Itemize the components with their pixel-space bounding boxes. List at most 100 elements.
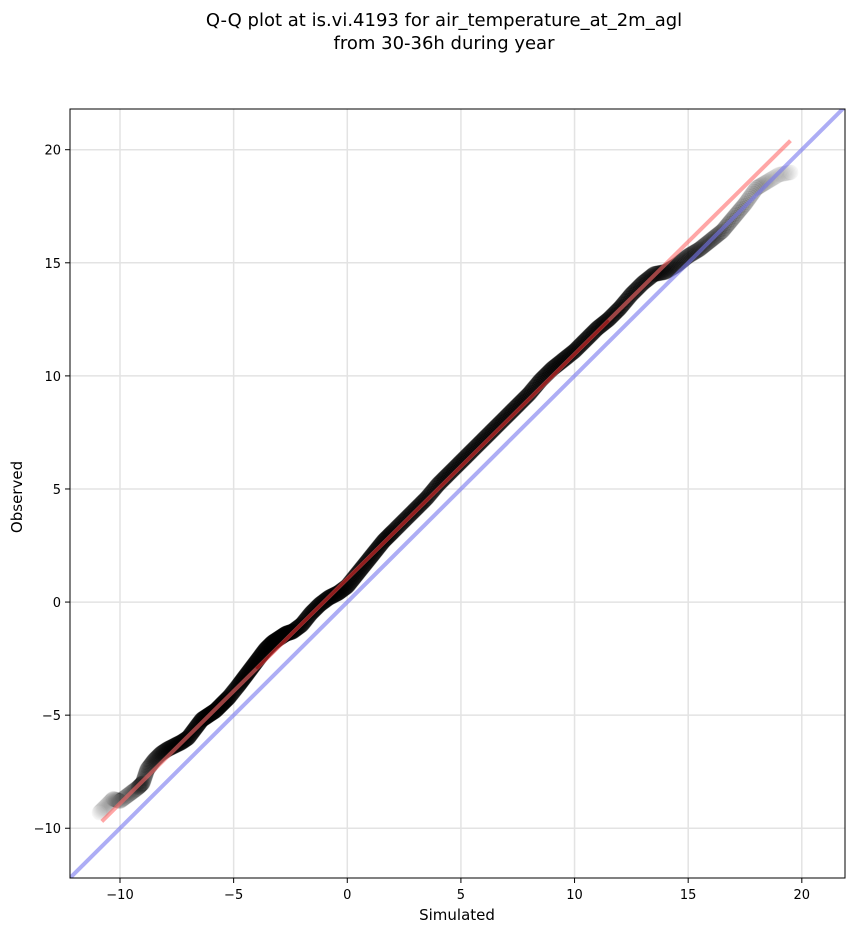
quantile-point xyxy=(426,480,443,497)
quantile-point xyxy=(444,462,461,479)
quantile-point xyxy=(634,275,651,292)
quantile-point xyxy=(166,737,183,754)
quantile-point xyxy=(567,341,584,358)
quantile-point xyxy=(280,624,297,641)
quantile-point xyxy=(236,669,253,686)
quantile-point xyxy=(687,243,704,260)
fit-line-core xyxy=(255,319,610,670)
quantile-point xyxy=(571,337,588,354)
quantile-point xyxy=(428,477,445,494)
quantile-point xyxy=(238,666,255,683)
quantile-point xyxy=(635,274,652,291)
y-axis-label: Observed xyxy=(8,461,26,533)
quantile-point xyxy=(588,321,605,338)
quantile-point xyxy=(437,468,454,485)
quantile-point xyxy=(637,273,654,290)
quantile-point xyxy=(566,343,583,360)
quantile-point xyxy=(757,174,774,191)
x-tick-label: 5 xyxy=(457,888,465,903)
quantile-point xyxy=(665,259,682,276)
quantile-point xyxy=(562,346,579,363)
quantile-point xyxy=(585,324,602,341)
quantile-point xyxy=(689,242,706,259)
quantile-point xyxy=(620,289,637,306)
quantile-point xyxy=(237,667,254,684)
quantile-point xyxy=(165,738,182,755)
plot-frame xyxy=(69,108,846,879)
quantile-point xyxy=(742,188,759,205)
quantile-point xyxy=(439,467,456,484)
quantile-point xyxy=(590,319,607,336)
quantile-point xyxy=(625,283,642,300)
quantile-point xyxy=(280,624,297,641)
quantile-point xyxy=(105,791,122,808)
y-tick-label: −5 xyxy=(42,709,61,724)
quantile-point xyxy=(628,281,645,298)
quantile-point xyxy=(425,482,442,499)
quantile-point xyxy=(435,471,452,488)
quantile-point xyxy=(630,278,647,295)
y-tick-label: 5 xyxy=(53,483,61,498)
quantile-point xyxy=(739,192,756,209)
quantile-point xyxy=(740,190,757,207)
quantile-point xyxy=(629,280,646,297)
quantile-point xyxy=(560,348,577,365)
quantile-point xyxy=(240,663,257,680)
x-tick-label: 15 xyxy=(680,888,697,903)
reference-lines xyxy=(70,109,845,878)
identity-line xyxy=(70,109,845,878)
quantile-point xyxy=(433,472,450,489)
quantile-point xyxy=(430,476,447,493)
x-tick-label: −10 xyxy=(106,888,133,903)
y-tick-label: 0 xyxy=(53,596,61,611)
quantile-point xyxy=(328,586,345,603)
x-tick-label: −5 xyxy=(224,888,243,903)
quantile-point xyxy=(422,485,439,502)
quantile-point xyxy=(565,344,582,361)
quantile-point xyxy=(356,556,373,573)
quantile-point xyxy=(561,347,578,364)
quantile-point xyxy=(627,282,644,299)
quantile-point xyxy=(326,587,343,604)
quantile-point xyxy=(168,736,185,753)
quantile-point xyxy=(327,586,344,603)
quantile-point xyxy=(449,457,466,474)
quantile-point xyxy=(564,345,581,362)
quantile-point xyxy=(580,329,597,346)
quantile-point xyxy=(445,461,462,478)
quantile-point xyxy=(431,475,448,492)
quantile-point xyxy=(586,322,603,339)
quantile-point xyxy=(754,176,771,193)
quantile-point xyxy=(281,624,298,641)
quantile-point xyxy=(623,286,640,303)
quantile-point xyxy=(652,264,669,281)
quantile-point xyxy=(577,331,594,348)
quantile-point xyxy=(423,483,440,500)
x-tick-label: 20 xyxy=(794,888,811,903)
quantile-point xyxy=(432,473,449,490)
quantile-point xyxy=(686,244,703,261)
quantile-point xyxy=(353,560,370,577)
quantile-point xyxy=(755,175,772,192)
quantile-point xyxy=(442,463,459,480)
x-tick-label: 0 xyxy=(343,888,351,903)
quantile-point xyxy=(624,285,641,302)
x-axis-label: Simulated xyxy=(419,906,495,924)
y-tick-label: 10 xyxy=(44,370,61,385)
quantile-point xyxy=(441,465,458,482)
quantile-point xyxy=(137,767,154,784)
quantile-point xyxy=(576,332,593,349)
quantile-point xyxy=(110,792,127,809)
quantile-point xyxy=(240,664,257,681)
quantile-point xyxy=(570,339,587,356)
quantile-point xyxy=(447,458,464,475)
grid-lines xyxy=(70,109,845,878)
quantile-point xyxy=(632,277,649,294)
x-tick-label: 10 xyxy=(566,888,583,903)
quantile-point xyxy=(579,330,596,347)
y-tick-label: 20 xyxy=(44,144,61,159)
quantile-point xyxy=(239,665,256,682)
quantile-point xyxy=(582,326,599,343)
quantile-point xyxy=(352,561,369,578)
chart-title-line-2: from 30-36h during year xyxy=(334,33,556,54)
